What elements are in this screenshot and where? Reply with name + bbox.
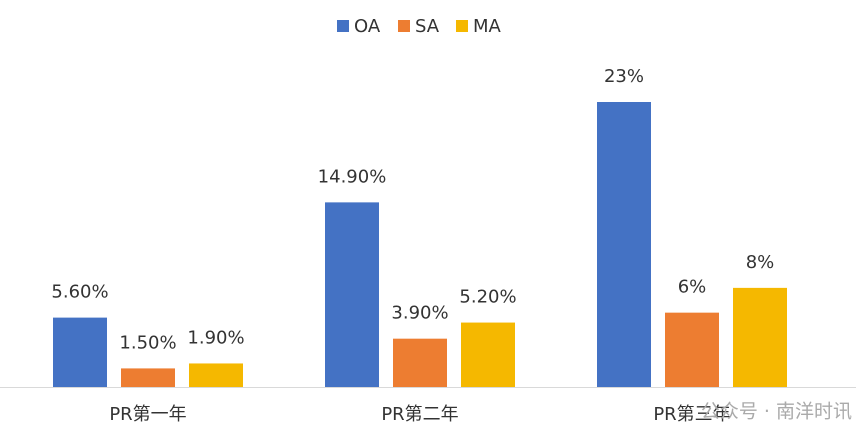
legend-label: MA	[473, 16, 502, 37]
x-tick-label: PR第二年	[381, 404, 458, 425]
bar	[393, 338, 447, 387]
legend-label: OA	[354, 16, 381, 37]
value-label: 8%	[746, 252, 775, 273]
x-tick-label: PR第一年	[109, 404, 186, 425]
legend-label: SA	[415, 16, 440, 37]
bar	[325, 202, 379, 387]
value-label: 5.20%	[459, 287, 516, 308]
bar	[189, 363, 243, 387]
bar	[53, 317, 107, 387]
legend-swatch	[337, 20, 349, 32]
value-label: 1.90%	[187, 327, 244, 348]
bar	[461, 322, 515, 387]
x-tick-label: PR第三年	[653, 404, 730, 425]
value-label: 6%	[678, 277, 707, 298]
value-label: 3.90%	[391, 303, 448, 324]
value-label: 23%	[604, 66, 644, 87]
legend-swatch	[398, 20, 410, 32]
bar	[733, 287, 787, 387]
bar	[121, 368, 175, 387]
bar	[665, 312, 719, 387]
value-label: 14.90%	[318, 166, 387, 187]
value-label: 5.60%	[51, 282, 108, 303]
legend-swatch	[456, 20, 468, 32]
value-label: 1.50%	[119, 332, 176, 353]
bar	[597, 102, 651, 387]
watermark: 公众号 · 南洋时讯	[701, 401, 852, 423]
